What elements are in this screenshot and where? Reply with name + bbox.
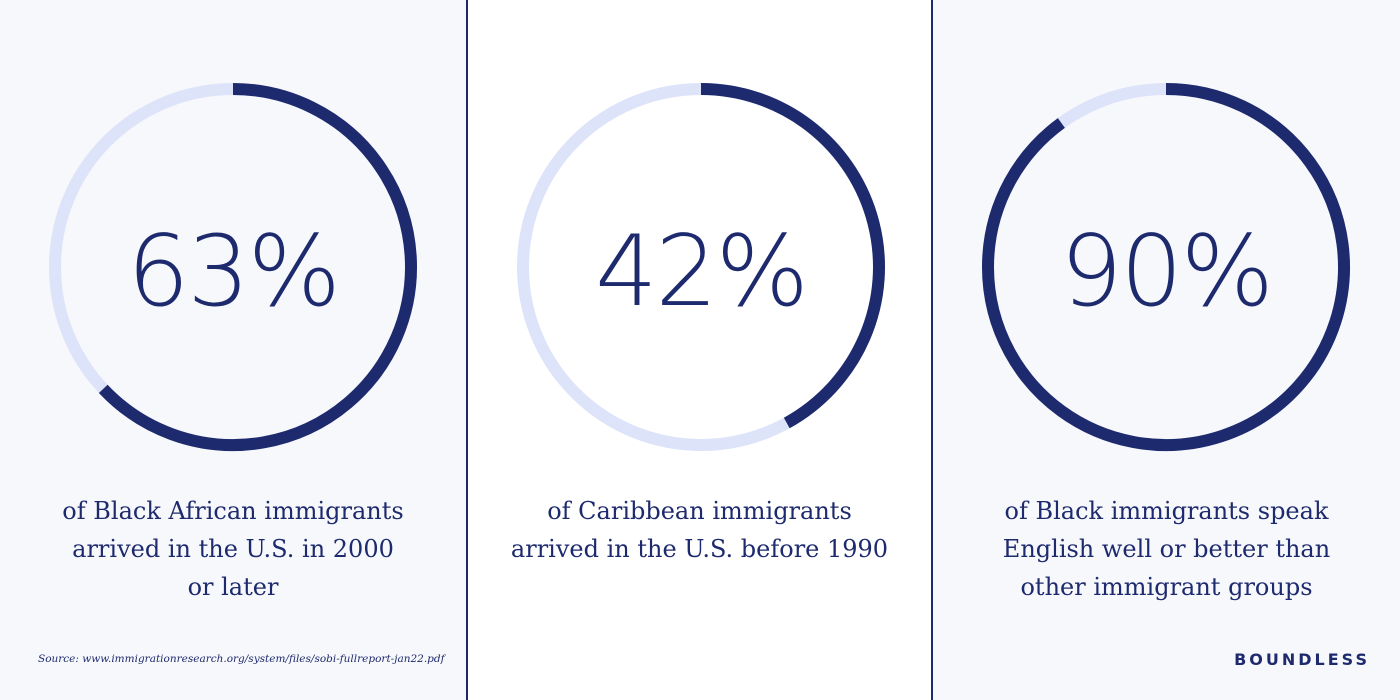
caption-line: or later [187,573,279,601]
donut-chart-svg [517,83,885,451]
caption-line: arrived in the U.S. in 2000 [72,535,394,563]
donut-ring [43,77,423,457]
donut-value-arc [700,83,885,429]
donut-ring [976,77,1356,457]
stat-caption: of Black African immigrants arrived in t… [0,492,466,606]
stat-panel-caribbean: 42% of Caribbean immigrants arrived in t… [466,0,933,700]
stat-caption: of Caribbean immigrants arrived in the U… [468,492,931,568]
donut-ring [511,77,891,457]
donut-chart-svg [49,83,417,451]
stat-caption: of Black immigrants speak English well o… [933,492,1400,606]
caption-line: arrived in the U.S. before 1990 [510,535,889,563]
donut-value-arc [982,83,1350,451]
caption-line: other immigrant groups [1020,573,1313,601]
brand-logo: BOUNDLESS [1234,650,1370,669]
caption-line: English well or better than [1002,535,1331,563]
caption-line: of Caribbean immigrants [547,497,852,525]
percentage-label: 42% [595,215,809,329]
donut-chart-svg [982,83,1350,451]
stat-panel-african: 63% of Black African immigrants arrived … [0,0,466,700]
source-citation: Source: www.immigrationresearch.org/syst… [38,653,445,665]
donut-value-arc [98,83,417,451]
percentage-label: 90% [1060,215,1274,329]
caption-line: of Black African immigrants [62,497,404,525]
stat-panel-english: 90% of Black immigrants speak English we… [933,0,1400,700]
percentage-label: 63% [127,215,341,329]
caption-line: of Black immigrants speak [1004,497,1329,525]
